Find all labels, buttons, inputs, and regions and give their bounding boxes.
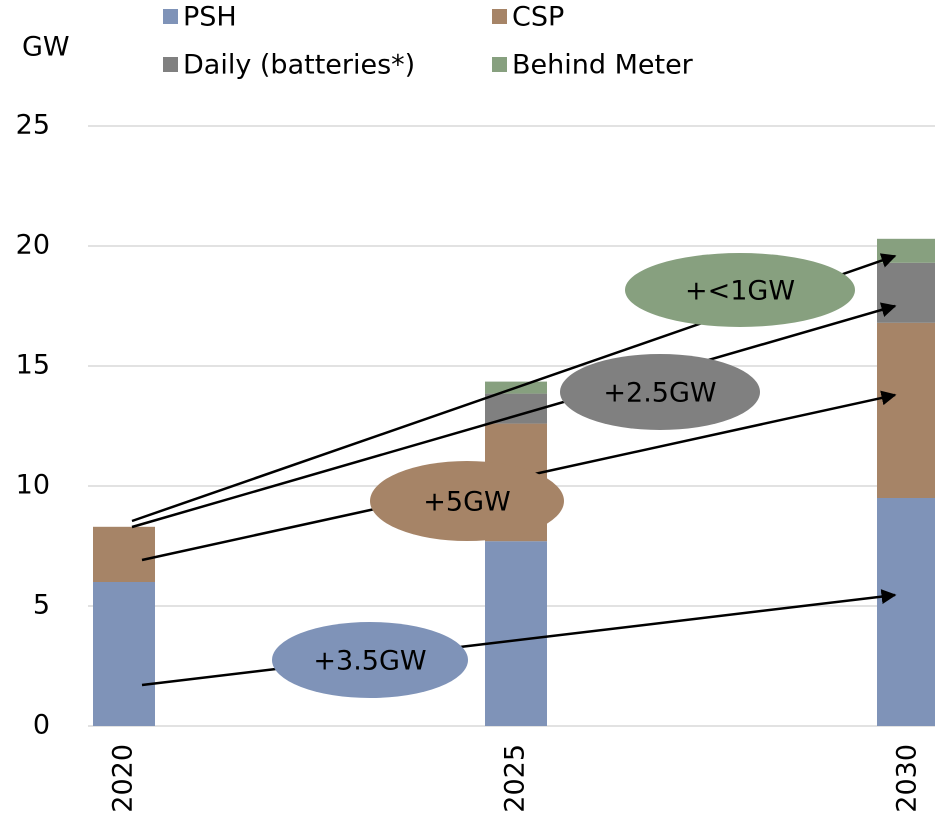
legend-label: Daily (batteries*) (183, 50, 415, 81)
legend-swatch (163, 9, 178, 24)
annotation-bubble (625, 253, 855, 327)
y-tick-label: 5 (33, 590, 50, 621)
annotation-bubble (272, 622, 468, 698)
y-axis-label: GW (22, 32, 70, 63)
annotations: +3.5GW +5GW +2.5GW +<1GW (131, 253, 897, 698)
bar-segment (877, 262, 935, 323)
annotation: +5GW (423, 487, 510, 518)
annotation-bubble (560, 354, 760, 430)
y-tick-label: 10 (16, 470, 50, 501)
legend-swatch (492, 9, 507, 24)
bar-segment (93, 582, 155, 726)
legend-swatch (492, 57, 507, 72)
bar-segment (93, 526, 155, 582)
legend-swatch (163, 57, 178, 72)
bar-segment (877, 498, 935, 726)
x-tick-label: 2025 (500, 744, 531, 813)
y-tick-label: 25 (16, 110, 50, 141)
x-tick-label: 2030 (892, 744, 923, 813)
x-tick-label: 2020 (108, 744, 139, 813)
legend-label: CSP (512, 2, 564, 33)
legend-label: PSH (183, 2, 237, 33)
bar-segment (485, 541, 547, 726)
arrow (131, 302, 897, 529)
y-tick-label: 20 (16, 230, 50, 261)
annotation: +3.5GW (313, 646, 426, 677)
y-tick-label: 0 (33, 710, 50, 741)
bar-segment (877, 322, 935, 498)
arrow (141, 589, 897, 687)
legend-label: Behind Meter (512, 50, 694, 81)
annotation: +2.5GW (603, 378, 716, 409)
legend: PSH CSP Daily (batteries*) Behind Meter (163, 2, 694, 81)
y-tick-label: 15 (16, 350, 50, 381)
annotation: +<1GW (685, 276, 795, 307)
annotation-bubble (370, 461, 564, 541)
